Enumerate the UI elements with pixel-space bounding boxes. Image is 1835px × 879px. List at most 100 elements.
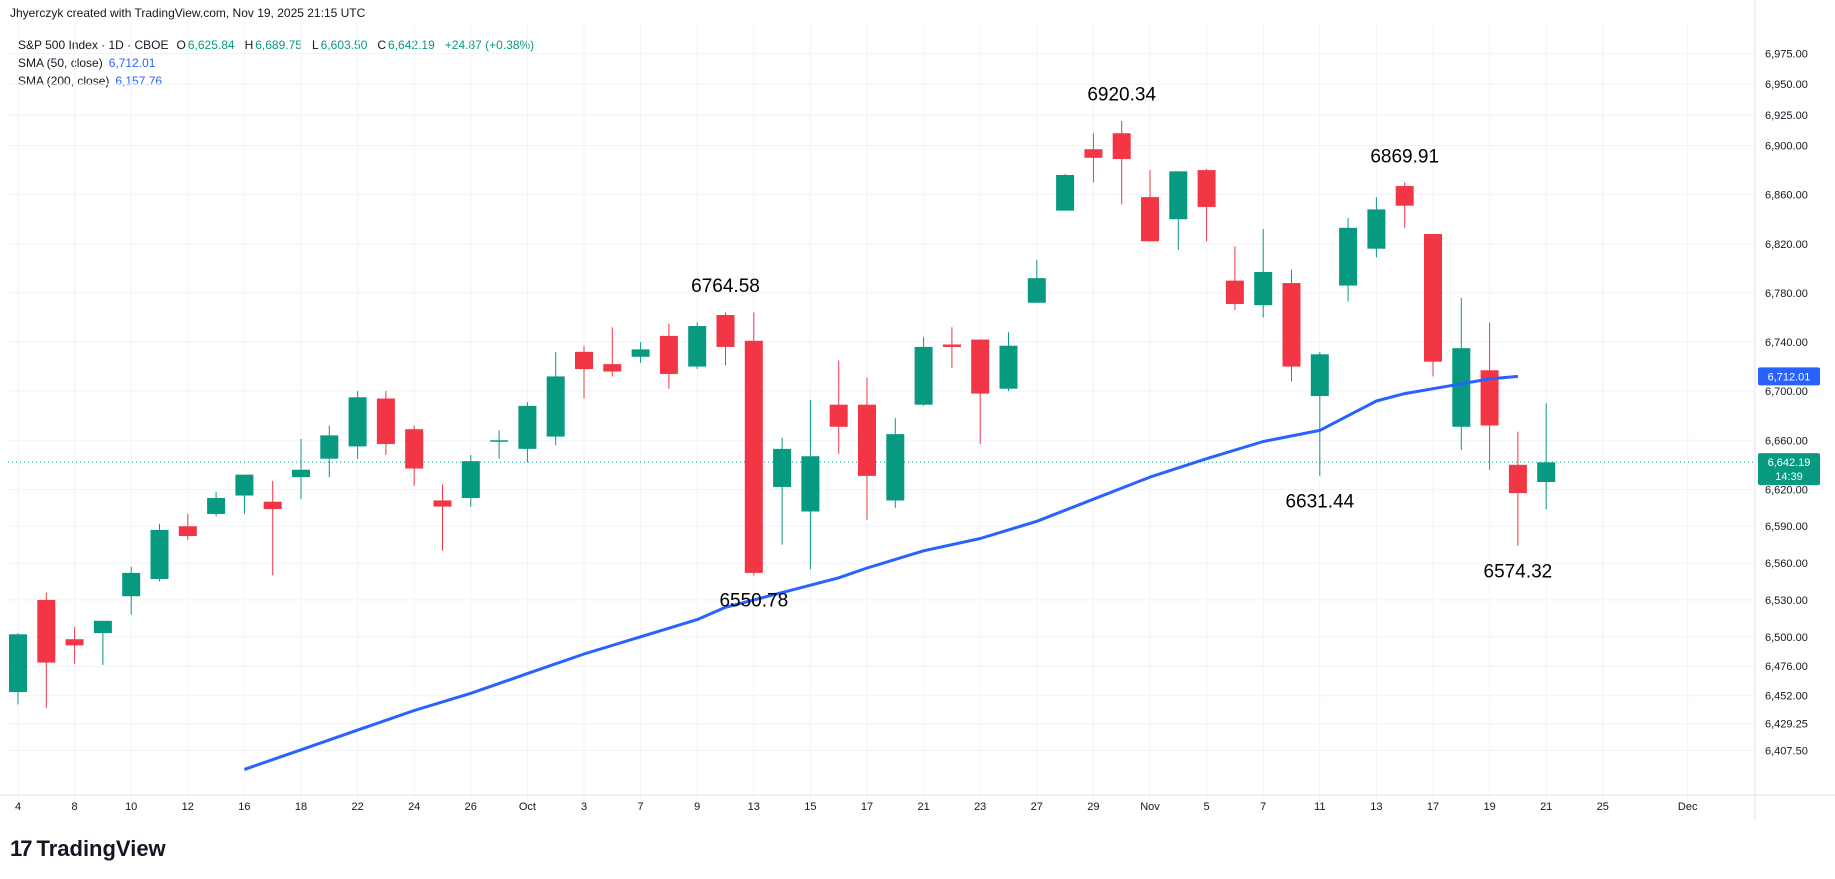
candle-up [801, 456, 820, 512]
candle-up [518, 405, 537, 449]
candle-up [631, 349, 650, 357]
last-price-axis-label: 6,642.19 [1768, 457, 1811, 469]
x-tick-label: 27 [1031, 801, 1043, 813]
candle-up [235, 474, 254, 496]
candle-up [207, 497, 226, 514]
sma50-label[interactable]: SMA (50, close) [18, 56, 103, 70]
candle-up [1339, 227, 1358, 286]
y-tick-label: 6,660.00 [1765, 435, 1808, 447]
sma50-line [243, 374, 1519, 771]
candle-down [744, 340, 763, 573]
candlestick-chart[interactable]: 6764.58 6550.78 6920.34 6631.44 6869.91 6574.… [0, 0, 1835, 830]
x-tick-label: 26 [465, 801, 477, 813]
price-annotation: 6764.58 [691, 276, 760, 297]
candle-down [405, 429, 424, 469]
candle-down [65, 639, 84, 646]
low-value: 6,603.50 [320, 38, 368, 52]
candle-down [178, 526, 197, 537]
x-tick-label: 21 [917, 801, 929, 813]
x-tick-label: 29 [1087, 801, 1099, 813]
candle-down [603, 364, 622, 372]
candle-up [1254, 272, 1273, 306]
candle-down [1508, 464, 1527, 494]
candle-down [858, 404, 876, 476]
candle-down [659, 335, 678, 374]
x-tick-label: 24 [408, 801, 420, 813]
close-label: C [377, 38, 387, 52]
y-tick-label: 6,407.50 [1765, 745, 1808, 757]
x-tick-label: 15 [804, 801, 816, 813]
candle-down [1197, 170, 1216, 207]
y-tick-label: 6,860.00 [1765, 190, 1808, 202]
x-tick-label: Oct [519, 801, 536, 813]
candle-down [376, 398, 395, 444]
x-tick-label: 8 [72, 801, 78, 813]
candle-down [1395, 186, 1414, 206]
x-tick-label: 21 [1540, 801, 1552, 813]
time-axis[interactable]: 4 8 10 12 16 18 22 24 26 Oct 3 7 9 13 15 17 21 23 27 29 Nov 5… [0, 794, 1835, 813]
y-tick-label: 6,429.25 [1765, 719, 1808, 731]
candle-down [1282, 283, 1301, 367]
y-tick-label: 6,975.00 [1765, 48, 1808, 60]
x-tick-label: 23 [974, 801, 986, 813]
price-axis[interactable]: 6,407.50 6,429.25 6,452.00 6,476.00 6,500.00… [1754, 0, 1820, 820]
open-value: 6,625.84 [187, 38, 235, 52]
candle-down [433, 500, 452, 507]
price-annotation: 6574.32 [1484, 561, 1553, 582]
candle-up [773, 448, 792, 487]
candles [9, 120, 1556, 708]
y-tick-label: 6,925.00 [1765, 110, 1808, 122]
x-tick-label: 22 [351, 801, 363, 813]
candle-up [461, 461, 480, 498]
sma50-axis-tag [1758, 367, 1820, 386]
candle-down [1480, 370, 1499, 426]
last-price-axis-tag [1758, 453, 1820, 486]
candle-up [1537, 462, 1556, 483]
candle-up [348, 397, 367, 447]
candle-up [122, 572, 141, 597]
attribution-text: Jhyerczyk created with TradingView.com, … [10, 6, 366, 20]
y-tick-label: 6,530.00 [1765, 595, 1808, 607]
price-annotations: 6764.58 6550.78 6920.34 6631.44 6869.91 6574.… [691, 85, 1552, 612]
x-tick-label: Dec [1678, 801, 1698, 813]
y-tick-label: 6,900.00 [1765, 141, 1808, 153]
tradingview-logo[interactable]: 17 TradingView [10, 836, 166, 862]
x-tick-label: 25 [1597, 801, 1609, 813]
x-tick-label: 13 [748, 801, 760, 813]
price-annotation: 6869.91 [1370, 146, 1439, 167]
candle-up [999, 345, 1018, 389]
candle-down [575, 351, 593, 370]
sma50-legend-row[interactable]: SMA (50, close) 6,712.01 [18, 54, 536, 72]
price-annotation: 6550.78 [719, 590, 788, 611]
x-tick-label: 5 [1204, 801, 1210, 813]
candle-up [1310, 354, 1329, 397]
candle-down [716, 315, 735, 347]
sma50-polyline [243, 374, 1519, 771]
candle-down [37, 599, 56, 663]
candle-up [1367, 209, 1386, 249]
low-label: L [311, 38, 319, 52]
candle-up [1452, 348, 1471, 427]
x-tick-label: 4 [15, 801, 21, 813]
y-tick-label: 6,560.00 [1765, 558, 1808, 570]
x-tick-label: 9 [694, 801, 700, 813]
y-tick-label: 6,950.00 [1765, 79, 1808, 91]
y-tick-label: 6,740.00 [1765, 337, 1808, 349]
candle-down [971, 339, 990, 394]
x-tick-label: 7 [638, 801, 644, 813]
y-tick-label: 6,452.00 [1765, 691, 1808, 703]
candle-up [292, 469, 310, 478]
countdown-label: 14:39 [1775, 471, 1803, 483]
candle-up [1169, 171, 1188, 220]
candle-up [93, 620, 112, 634]
candle-up [688, 326, 707, 367]
y-tick-label: 6,590.00 [1765, 521, 1808, 533]
x-tick-label: 7 [1260, 801, 1266, 813]
y-tick-label: 6,700.00 [1765, 386, 1808, 398]
y-tick-label: 6,476.00 [1765, 661, 1808, 673]
y-tick-label: 6,820.00 [1765, 239, 1808, 251]
change-value: +24.87 (+0.38%) [444, 38, 535, 52]
x-tick-label: 11 [1314, 801, 1325, 813]
x-tick-label: 18 [295, 801, 307, 813]
candle-down [829, 404, 848, 427]
